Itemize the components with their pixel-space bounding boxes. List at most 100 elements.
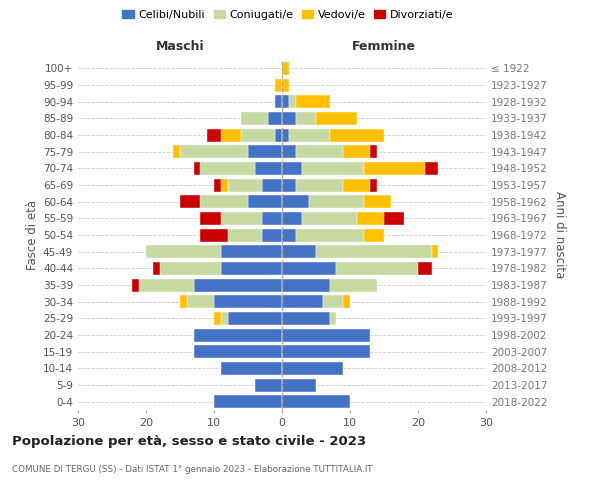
- Bar: [275, 128, 282, 141]
- Bar: [200, 212, 221, 225]
- Bar: [343, 178, 370, 192]
- Bar: [255, 378, 282, 392]
- Bar: [146, 245, 221, 258]
- Bar: [431, 245, 439, 258]
- Y-axis label: Anni di nascita: Anni di nascita: [553, 192, 566, 278]
- Bar: [364, 228, 384, 241]
- Bar: [309, 195, 364, 208]
- Bar: [364, 162, 425, 175]
- Bar: [296, 178, 343, 192]
- Bar: [173, 145, 180, 158]
- Bar: [289, 128, 329, 141]
- Bar: [343, 145, 370, 158]
- Bar: [329, 278, 377, 291]
- Bar: [282, 395, 350, 408]
- Bar: [248, 195, 282, 208]
- Bar: [214, 395, 282, 408]
- Bar: [180, 295, 187, 308]
- Bar: [296, 112, 316, 125]
- Bar: [262, 178, 282, 192]
- Bar: [194, 328, 282, 342]
- Y-axis label: Fasce di età: Fasce di età: [26, 200, 39, 270]
- Bar: [425, 162, 439, 175]
- Bar: [221, 178, 227, 192]
- Bar: [282, 295, 323, 308]
- Bar: [282, 95, 289, 108]
- Bar: [221, 262, 282, 275]
- Bar: [282, 378, 316, 392]
- Bar: [221, 212, 262, 225]
- Bar: [214, 178, 221, 192]
- Bar: [262, 228, 282, 241]
- Bar: [282, 178, 296, 192]
- Legend: Celibi/Nubili, Coniugati/e, Vedovi/e, Divorziati/e: Celibi/Nubili, Coniugati/e, Vedovi/e, Di…: [118, 6, 458, 25]
- Bar: [329, 128, 384, 141]
- Bar: [282, 328, 370, 342]
- Bar: [275, 95, 282, 108]
- Bar: [302, 162, 364, 175]
- Bar: [241, 112, 268, 125]
- Bar: [194, 162, 200, 175]
- Bar: [200, 195, 248, 208]
- Bar: [282, 78, 289, 92]
- Bar: [221, 312, 227, 325]
- Bar: [160, 262, 221, 275]
- Text: COMUNE DI TERGU (SS) - Dati ISTAT 1° gennaio 2023 - Elaborazione TUTTITALIA.IT: COMUNE DI TERGU (SS) - Dati ISTAT 1° gen…: [12, 465, 373, 474]
- Bar: [221, 128, 241, 141]
- Text: Maschi: Maschi: [155, 40, 205, 52]
- Bar: [248, 145, 282, 158]
- Bar: [207, 128, 221, 141]
- Bar: [296, 95, 329, 108]
- Bar: [227, 312, 282, 325]
- Bar: [282, 312, 329, 325]
- Bar: [316, 245, 431, 258]
- Bar: [227, 228, 262, 241]
- Bar: [302, 212, 357, 225]
- Bar: [282, 162, 302, 175]
- Text: Popolazione per età, sesso e stato civile - 2023: Popolazione per età, sesso e stato civil…: [12, 435, 366, 448]
- Bar: [364, 195, 391, 208]
- Bar: [214, 295, 282, 308]
- Text: Femmine: Femmine: [352, 40, 416, 52]
- Bar: [296, 145, 343, 158]
- Bar: [329, 312, 337, 325]
- Bar: [316, 112, 357, 125]
- Bar: [194, 278, 282, 291]
- Bar: [282, 195, 309, 208]
- Bar: [282, 245, 316, 258]
- Bar: [262, 212, 282, 225]
- Bar: [275, 78, 282, 92]
- Bar: [323, 295, 343, 308]
- Bar: [268, 112, 282, 125]
- Bar: [282, 345, 370, 358]
- Bar: [370, 178, 377, 192]
- Bar: [227, 178, 262, 192]
- Bar: [343, 295, 350, 308]
- Bar: [139, 278, 194, 291]
- Bar: [200, 162, 255, 175]
- Bar: [282, 145, 296, 158]
- Bar: [133, 278, 139, 291]
- Bar: [153, 262, 160, 275]
- Bar: [180, 195, 200, 208]
- Bar: [357, 212, 384, 225]
- Bar: [282, 278, 329, 291]
- Bar: [187, 295, 214, 308]
- Bar: [282, 112, 296, 125]
- Bar: [282, 362, 343, 375]
- Bar: [418, 262, 431, 275]
- Bar: [241, 128, 275, 141]
- Bar: [337, 262, 418, 275]
- Bar: [282, 212, 302, 225]
- Bar: [221, 362, 282, 375]
- Bar: [282, 62, 289, 75]
- Bar: [282, 262, 337, 275]
- Bar: [221, 245, 282, 258]
- Bar: [180, 145, 248, 158]
- Bar: [214, 312, 221, 325]
- Bar: [282, 228, 296, 241]
- Bar: [384, 212, 404, 225]
- Bar: [255, 162, 282, 175]
- Bar: [200, 228, 227, 241]
- Bar: [194, 345, 282, 358]
